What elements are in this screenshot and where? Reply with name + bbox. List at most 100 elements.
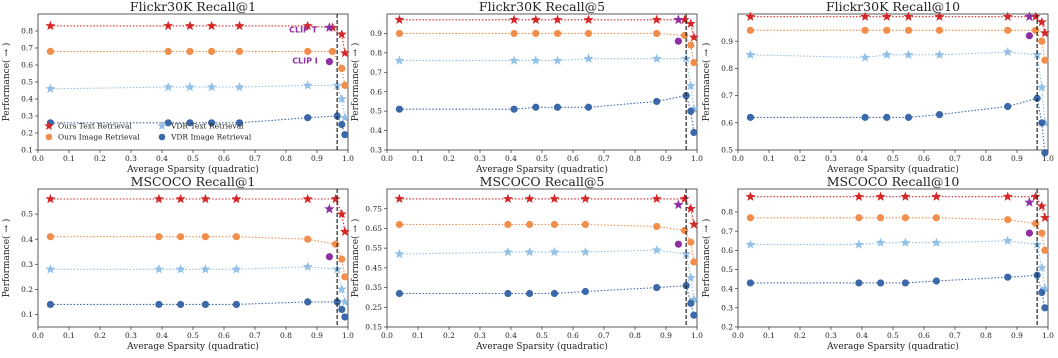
ours_text-point <box>163 20 174 31</box>
vdr_text-point <box>549 246 560 257</box>
vdr_text-line <box>399 249 695 300</box>
ours_text-point <box>1030 191 1041 201</box>
vdr_text-point <box>552 55 563 65</box>
y-tick-label: 0.4 <box>21 95 33 104</box>
plot-frame <box>737 13 1049 151</box>
x-tick-label: 0.4 <box>156 154 168 163</box>
vdr_text-point <box>934 49 945 60</box>
y-tick-label: 0.5 <box>21 78 33 87</box>
vdr_image-point <box>155 300 163 309</box>
vdr_image-point <box>1041 304 1049 312</box>
ours_image-point <box>338 255 346 263</box>
vdr_text-point <box>231 264 242 274</box>
vdr_image-point <box>1038 288 1046 297</box>
y-tick-label: 0.4 <box>21 235 33 244</box>
y-tick-label: 0.9 <box>721 37 733 46</box>
panel-2: Flickr30K Recall@5 0.0 0.1 0.2 0.3 0.4 0.5 0.6 0… <box>350 0 703 175</box>
x-tick-label: 0.5 <box>536 331 548 340</box>
ours_text-point <box>580 193 591 204</box>
ours_text-point <box>231 193 242 204</box>
ours_text-point <box>651 193 662 204</box>
y-tick-label: 0.75 <box>365 204 382 213</box>
x-tick-label: 0.7 <box>598 154 610 163</box>
x-tick-label: 0.6 <box>918 154 930 163</box>
ours_image-point <box>653 29 661 38</box>
x-axis-label: Average Sparsity (quadratic) <box>826 164 959 175</box>
ours_text-point <box>45 193 56 204</box>
ours_text-point <box>549 193 560 204</box>
y-tick-label: 0.8 <box>21 27 33 36</box>
vdr_text-line <box>750 51 1046 123</box>
x-tick-label: 0.8 <box>629 154 641 163</box>
x-tick-label: 1.0 <box>342 331 354 340</box>
vdr_image-line <box>50 301 346 318</box>
vdr_text-point <box>45 264 56 274</box>
ours_text-line <box>399 19 695 38</box>
x-tick-label: 0.8 <box>280 154 292 163</box>
x-tick-label: 0.4 <box>505 331 517 340</box>
y-tick-label: 0.7 <box>721 91 733 100</box>
ours_image-point <box>395 29 403 38</box>
vdr_text-point <box>875 237 886 247</box>
ours_image-point <box>164 47 172 56</box>
x-tick-label: 0.8 <box>280 331 292 340</box>
clip-text-point <box>324 203 335 214</box>
ours_text-point <box>336 208 347 219</box>
x-tick-label: 0.4 <box>856 331 868 340</box>
ours_text-point <box>903 11 914 21</box>
vdr_text-point <box>853 239 864 249</box>
y-tick-label: 0.35 <box>365 283 382 292</box>
vdr_text-point <box>332 80 343 90</box>
vdr_image-point <box>855 279 863 287</box>
vdr_text-point <box>688 104 699 114</box>
vdr_image-point <box>235 119 244 127</box>
ours_image-point <box>1038 37 1046 45</box>
vdr_image-point <box>653 97 661 106</box>
ours_text-point <box>552 14 563 25</box>
x-tick-label: 0.7 <box>598 331 610 340</box>
ours_image-point <box>687 41 695 49</box>
ours_text-point <box>860 11 871 21</box>
ours_image-point <box>1032 26 1040 34</box>
vdr_image-point <box>1004 273 1012 281</box>
vdr_text-point <box>530 55 541 65</box>
ours_text-point <box>302 20 313 31</box>
y-tick-label: 0.55 <box>365 244 382 253</box>
plot-frame <box>737 188 1049 328</box>
x-tick-label: 0.5 <box>187 331 199 340</box>
x-tick-label: 0.4 <box>156 331 168 340</box>
y-tick-label: 0.1 <box>21 310 33 319</box>
ours_text-point <box>509 14 520 25</box>
vdr_text-point <box>336 93 347 104</box>
ours_text-point <box>875 191 886 201</box>
clip-annotation: CLIP T <box>289 26 318 35</box>
x-tick-label: 0.4 <box>505 154 517 163</box>
ours_image-point <box>855 214 863 222</box>
vdr_image-point <box>341 131 349 139</box>
ours_image-point <box>532 29 540 38</box>
x-tick-label: 0.3 <box>474 154 486 163</box>
vdr_text-point <box>394 248 405 259</box>
y-axis-label: Performance( → ) <box>1 43 12 122</box>
ours_text-point <box>45 20 56 31</box>
vdr_text-line <box>50 266 346 303</box>
vdr_text-point <box>1036 82 1047 92</box>
ours_image-point <box>653 222 661 231</box>
ours_image-point <box>341 81 349 89</box>
x-tick-label: 0.7 <box>249 154 261 163</box>
ours_text-point <box>583 14 594 25</box>
ours_text-point <box>530 14 541 25</box>
vdr_text-line <box>750 240 1046 289</box>
vdr_image-point <box>232 300 240 309</box>
legend-marker <box>158 133 166 141</box>
vdr_text-point <box>394 55 405 65</box>
ours_image-line <box>399 32 695 63</box>
ours_image-point <box>935 26 944 34</box>
y-tick-label: 0.8 <box>721 64 733 73</box>
x-axis-label: Average Sparsity (quadratic) <box>126 164 259 175</box>
panel-3: Flickr30K Recall@10 0.0 0.1 0.2 0.3 0.4 0.5 0.6… <box>701 0 1054 175</box>
vdr_image-point <box>690 311 698 319</box>
ours_text-line <box>399 198 695 225</box>
ours_text-line <box>750 196 1046 218</box>
